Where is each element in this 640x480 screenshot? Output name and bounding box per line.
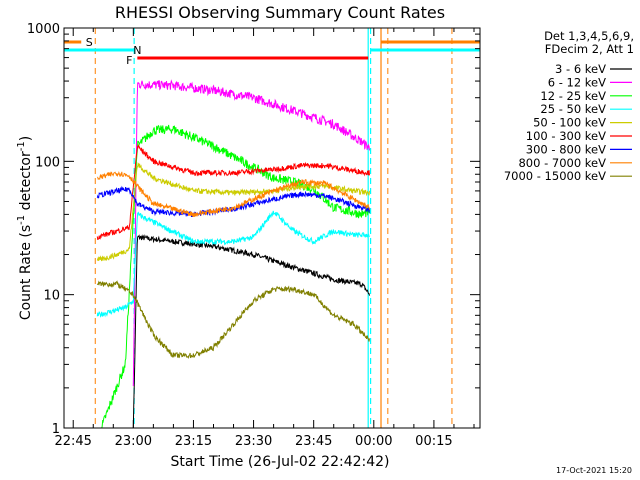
chart-title: RHESSI Observing Summary Count Rates <box>115 3 445 22</box>
y-axis-label-end: ) <box>18 136 34 141</box>
legend-entry-label: 800 - 7000 keV <box>518 156 606 170</box>
series-line <box>96 210 370 318</box>
observing-interval-markers <box>64 28 480 428</box>
series-line <box>101 124 371 428</box>
x-axis: 22:45 23:00 23:15 23:30 23:45 00:00 00:15 <box>54 28 475 449</box>
y-axis: 1 10 100 1000 <box>27 22 480 437</box>
y-axis-label-sup-1: -1 <box>16 215 27 225</box>
legend-header: Det 1,3,4,5,6,9, <box>544 29 634 43</box>
x-tick-label: 23:15 <box>175 434 212 449</box>
series-line <box>132 234 370 428</box>
x-tick-label: 00:00 <box>355 434 392 449</box>
legend: Det 1,3,4,5,6,9,FDecim 2, Att 1 3 - 6 keV… <box>504 29 634 183</box>
flag-label: S <box>86 36 93 49</box>
flag-label: F <box>126 54 132 67</box>
flag-label: N <box>133 44 141 57</box>
legend-entry-label: 50 - 100 keV <box>533 116 606 130</box>
y-axis-label-mid: detector <box>18 151 34 215</box>
plot-frame <box>63 27 481 429</box>
flag-labels: S NF <box>86 36 142 67</box>
series-line <box>97 170 370 217</box>
legend-entry-label: 25 - 50 keV <box>540 102 606 116</box>
series-line <box>132 79 370 387</box>
series-line <box>96 280 370 360</box>
series-line <box>96 143 370 240</box>
generation-timestamp: 17-Oct-2021 15:20 <box>556 466 632 475</box>
x-tick-label: 00:15 <box>415 434 452 449</box>
x-tick-label: 23:30 <box>235 434 272 449</box>
legend-entry-label: 7000 - 15000 keV <box>504 169 606 183</box>
y-axis-label: Count Rate (s-1 detector-1) <box>16 136 34 320</box>
series-line <box>96 162 370 262</box>
y-tick-label: 10 <box>43 289 60 304</box>
series-group <box>96 79 371 428</box>
y-tick-label: 1000 <box>27 22 60 37</box>
legend-entry-label: 6 - 12 keV <box>548 75 606 89</box>
y-tick-label: 100 <box>35 155 60 170</box>
y-axis-label-sup-2: -1 <box>16 141 27 151</box>
x-tick-label: 22:45 <box>54 434 91 449</box>
y-tick-label: 1 <box>52 422 60 437</box>
legend-entry-label: 300 - 800 keV <box>526 142 606 156</box>
legend-header: FDecim 2, Att 1 <box>545 42 634 56</box>
legend-entry-label: 3 - 6 keV <box>555 62 606 76</box>
y-axis-label-main: Count Rate (s <box>18 225 34 320</box>
legend-entry-label: 12 - 25 keV <box>540 89 606 103</box>
legend-entry-label: 100 - 300 keV <box>526 129 606 143</box>
x-tick-label: 23:00 <box>115 434 152 449</box>
x-axis-label: Start Time (26-Jul-02 22:42:42) <box>170 454 389 470</box>
series-line <box>96 185 370 218</box>
x-tick-label: 23:45 <box>295 434 332 449</box>
